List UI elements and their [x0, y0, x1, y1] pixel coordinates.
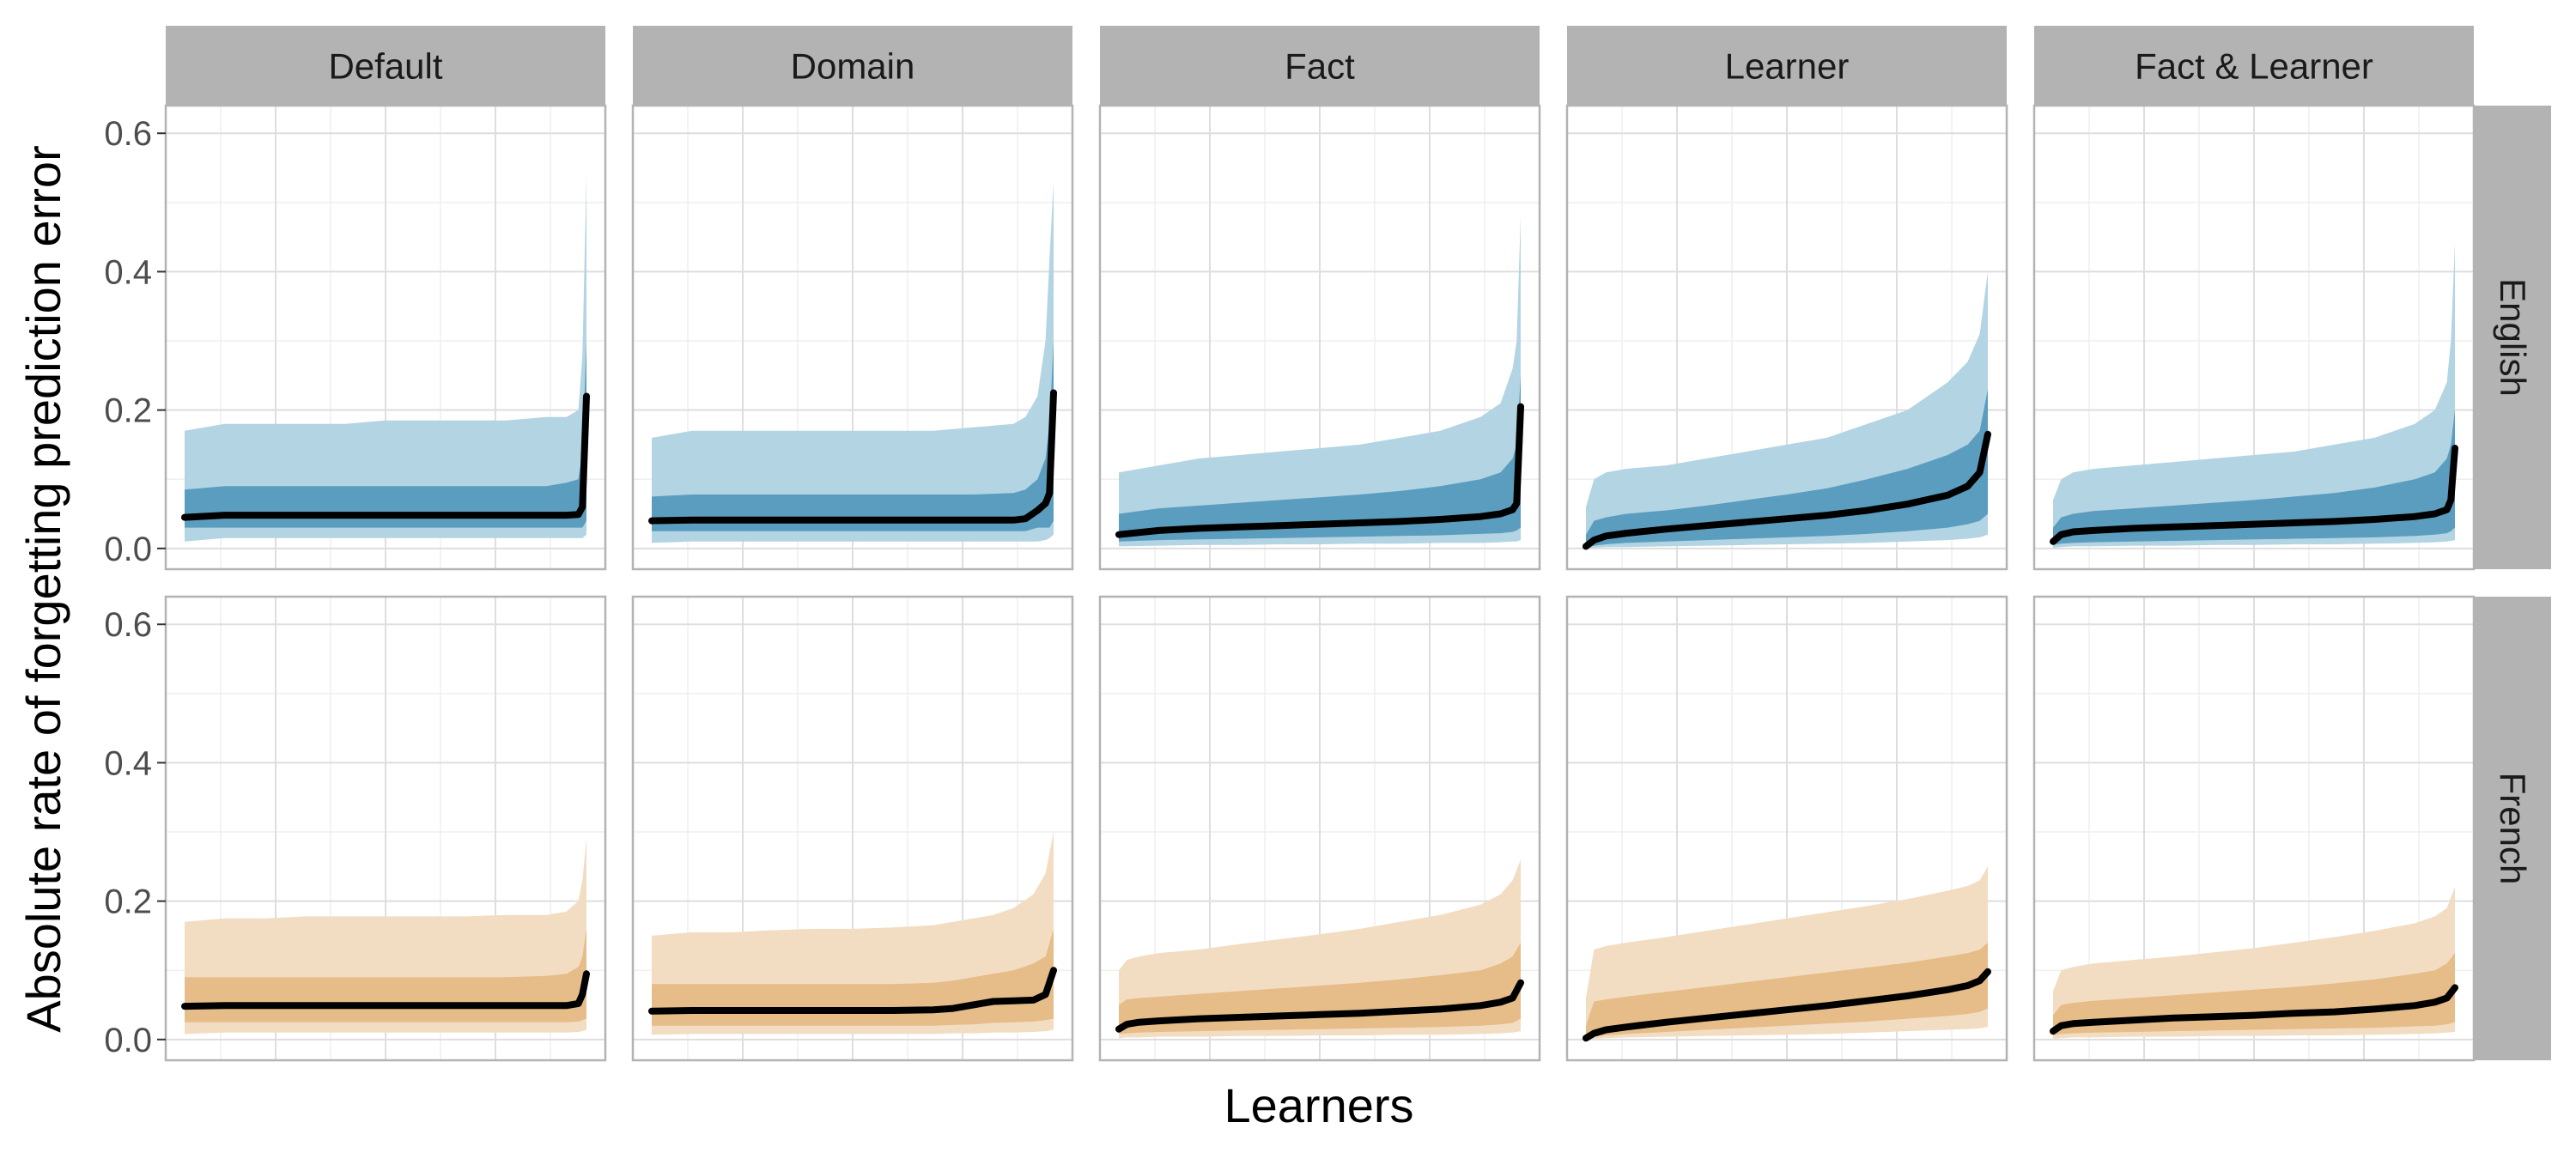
strip-label: Default: [328, 46, 442, 87]
row-strip-background: [2474, 597, 2551, 1060]
strip-label: Fact & Learner: [2135, 46, 2373, 87]
panel-french-domain: [631, 595, 1074, 1062]
inner-error-band: [2053, 410, 2455, 545]
inner-error-band: [1119, 375, 1521, 542]
panel-border: [164, 595, 607, 1062]
strip-fact-learner: Fact & Learner: [2034, 26, 2474, 106]
x-axis-title: Learners: [1224, 1078, 1413, 1132]
row-strip-background: [2474, 106, 2551, 569]
y-tick-label: 0.4: [104, 253, 152, 291]
outer-error-band: [652, 181, 1054, 543]
outer-error-band: [1119, 216, 1521, 547]
panel-french-fact-learner: [2032, 595, 2476, 1062]
row-strip-label: French: [2493, 773, 2533, 885]
panel-english-fact: [1098, 104, 1541, 571]
median-error-line: [1115, 979, 1524, 1033]
strips-layer: Default Domain Fact Learner Fact & Learner En…: [166, 26, 2551, 1060]
y-tick-label: 0.0: [104, 1022, 152, 1059]
median-error-line: [1583, 968, 1991, 1042]
inner-error-band: [652, 928, 1054, 1026]
y-tick-label: 0.6: [104, 606, 152, 644]
median-error-line: [648, 967, 1057, 1015]
panel-french-learner: [1565, 595, 2008, 1062]
strip-background: [166, 26, 605, 106]
strip-domain: Domain: [633, 26, 1072, 106]
strip-background: [2034, 26, 2474, 106]
inner-error-band: [185, 928, 586, 1022]
median-error-line: [2050, 984, 2458, 1035]
median-error-line: [2050, 445, 2458, 545]
panel-english-learner: [1565, 104, 2008, 571]
strip-fact: Fact: [1100, 26, 1540, 106]
row-strip-french: French: [2474, 597, 2551, 1060]
panel-english-default: [164, 104, 607, 571]
y-axis-french: 0.0 0.2 0.4 0.6: [104, 606, 166, 1059]
y-axis-layer: 0.0 0.2 0.4 0.6 0.0 0.2 0.4 0.6: [104, 115, 166, 1059]
strip-background: [633, 26, 1072, 106]
y-axis-title: Absolute rate of forgetting prediction e…: [16, 145, 70, 1032]
panel-english-fact-learner: [2032, 104, 2476, 571]
y-axis-english: 0.0 0.2 0.4 0.6: [104, 115, 166, 568]
median-error-line: [181, 970, 590, 1010]
inner-error-band: [652, 341, 1054, 531]
outer-error-band: [2053, 244, 2455, 548]
median-error-line: [181, 392, 590, 521]
panel-border: [1098, 595, 1541, 1062]
panels-layer: [164, 104, 2476, 1062]
panel-english-domain: [631, 104, 1074, 571]
y-tick-label: 0.0: [104, 531, 152, 568]
row-strip-label: English: [2493, 278, 2533, 397]
outer-error-band: [185, 174, 586, 542]
row-strip-english: English: [2474, 106, 2551, 569]
inner-error-band: [2053, 953, 2455, 1035]
median-error-line: [648, 389, 1057, 525]
panel-french-default: [164, 595, 607, 1062]
y-tick-label: 0.4: [104, 744, 152, 782]
strip-label: Learner: [1725, 46, 1850, 87]
strip-background: [1100, 26, 1540, 106]
median-error-line: [1115, 403, 1524, 538]
panel-border: [1565, 595, 2008, 1062]
strip-label: Fact: [1285, 46, 1355, 87]
median-error-line: [1583, 430, 1991, 550]
y-tick-label: 0.2: [104, 392, 152, 430]
strip-default: Default: [166, 26, 605, 106]
inner-error-band: [1586, 943, 1988, 1039]
y-tick-label: 0.2: [104, 883, 152, 921]
panel-french-fact: [1098, 595, 1541, 1062]
strip-label: Domain: [791, 46, 915, 87]
inner-error-band: [185, 341, 586, 528]
panel-border: [631, 595, 1074, 1062]
y-tick-label: 0.6: [104, 115, 152, 153]
strip-learner: Learner: [1567, 26, 2007, 106]
strip-background: [1567, 26, 2007, 106]
